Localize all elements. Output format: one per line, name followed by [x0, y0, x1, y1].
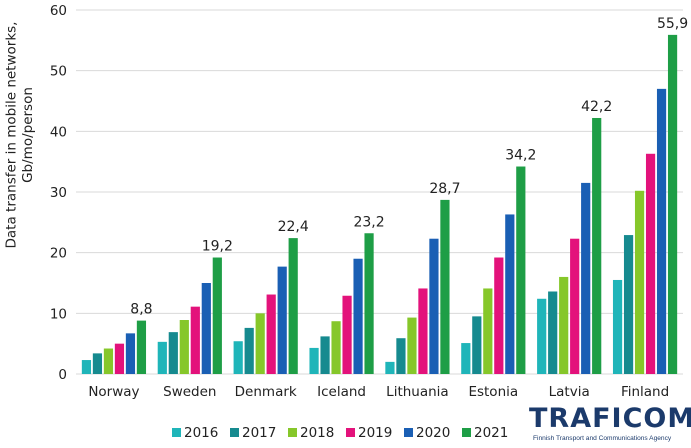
bar-estonia-2019: [494, 257, 504, 374]
bar-latvia-2017: [548, 291, 558, 374]
bar-sweden-2016: [157, 341, 167, 374]
bar-sweden-2017: [168, 332, 178, 374]
bar-iceland-2018: [331, 321, 341, 374]
bar-estonia-2016: [461, 343, 471, 374]
legend-swatch: [404, 428, 413, 437]
x-category-label: Iceland: [317, 384, 366, 400]
data-label: 23,2: [353, 214, 384, 230]
bar-norway-2021: [136, 320, 147, 374]
bar-latvia-2019: [570, 238, 580, 374]
bar-finland-2018: [634, 190, 645, 374]
bar-latvia-2021: [592, 117, 602, 374]
data-labels: 8,8 19,2 22,4 23,2 28,7 34,2 42,2 55,9: [130, 16, 688, 318]
bar-lithuania-2017: [396, 338, 406, 374]
bar-finland-2020: [656, 88, 667, 374]
bar-estonia-2017: [472, 316, 482, 374]
bar-sweden-2020: [201, 283, 211, 374]
data-label: 42,2: [581, 99, 612, 115]
x-category-label: Sweden: [163, 384, 216, 400]
bar-denmark-2018: [255, 313, 265, 374]
bar-denmark-2021: [288, 238, 298, 374]
bar-lithuania-2019: [418, 288, 428, 374]
bar-norway-2017: [92, 353, 103, 374]
legend-swatch: [288, 428, 297, 437]
bar-finland-2016: [612, 279, 623, 374]
y-tick-label: 20: [50, 246, 67, 262]
bar-iceland-2020: [353, 258, 363, 374]
legend-label: 2021: [474, 425, 508, 441]
bars: [81, 34, 678, 375]
bar-latvia-2018: [559, 276, 569, 374]
bar-iceland-2019: [342, 295, 352, 374]
bar-lithuania-2018: [407, 317, 417, 374]
bar-latvia-2016: [537, 298, 547, 374]
bar-denmark-2016: [233, 341, 243, 374]
bar-norway-2018: [103, 348, 114, 374]
bar-latvia-2020: [581, 182, 591, 374]
data-label: 34,2: [505, 148, 536, 164]
bar-finland-2019: [645, 153, 656, 374]
y-tick-label: 60: [50, 3, 67, 19]
bar-lithuania-2016: [385, 361, 395, 374]
bar-iceland-2017: [320, 336, 330, 374]
x-category-label: Denmark: [235, 384, 297, 400]
legend-swatch: [230, 428, 239, 437]
bar-estonia-2020: [505, 214, 515, 374]
legend-label: 2018: [300, 425, 334, 441]
legend-label: 2016: [184, 425, 218, 441]
bar-norway-2016: [81, 360, 92, 374]
bar-denmark-2019: [266, 294, 276, 374]
y-tick-label: 0: [58, 367, 67, 383]
legend-swatch: [346, 428, 355, 437]
bar-finland-2021: [667, 34, 678, 375]
x-category-label: Norway: [88, 384, 139, 400]
y-tick-label: 30: [50, 185, 67, 201]
y-tick-label: 10: [50, 306, 67, 322]
bar-estonia-2018: [483, 288, 493, 374]
bar-lithuania-2020: [429, 238, 439, 374]
x-category-label: Finland: [621, 384, 669, 400]
bar-sweden-2019: [190, 306, 200, 374]
data-label: 19,2: [202, 239, 233, 255]
data-label: 28,7: [429, 181, 460, 197]
bar-lithuania-2021: [440, 199, 450, 374]
logo-subtitle: Finnish Transport and Communications Age…: [533, 435, 672, 442]
bar-finland-2017: [623, 235, 634, 374]
bar-denmark-2017: [244, 327, 254, 374]
gridlines: [76, 9, 683, 375]
logo-wordmark: TRAFICOM: [529, 403, 691, 434]
x-category-label: Lithuania: [386, 384, 449, 400]
y-tick-label: 40: [50, 124, 67, 140]
data-label: 22,4: [278, 219, 309, 235]
legend: 2016 2017 2018 2019 2020 2021: [172, 425, 508, 441]
bar-norway-2020: [125, 333, 136, 374]
x-category-label: Estonia: [468, 384, 518, 400]
bar-denmark-2020: [277, 266, 287, 374]
x-axis-labels: Norway Sweden Denmark Iceland Lithuania Eston…: [88, 384, 669, 400]
legend-label: 2020: [416, 425, 450, 441]
x-category-label: Latvia: [549, 384, 590, 400]
y-tick-label: 50: [50, 64, 67, 80]
bar-norway-2019: [114, 343, 125, 374]
legend-swatch: [462, 428, 471, 437]
bar-sweden-2018: [179, 320, 189, 374]
y-axis-title: Data transfer in mobile networks,Gb/mo/p…: [3, 22, 36, 249]
traficom-logo: TRAFICOM Finnish Transport and Communica…: [529, 404, 691, 446]
bar-estonia-2021: [516, 166, 526, 374]
bar-iceland-2021: [364, 233, 374, 374]
data-label: 55,9: [657, 16, 688, 32]
data-label: 8,8: [130, 302, 152, 318]
bar-iceland-2016: [309, 347, 319, 374]
bar-sweden-2021: [212, 257, 222, 374]
legend-label: 2017: [242, 425, 276, 441]
legend-swatch: [172, 428, 181, 437]
legend-label: 2019: [358, 425, 392, 441]
y-axis-ticks: 0 10 20 30 40 50 60: [50, 3, 67, 383]
